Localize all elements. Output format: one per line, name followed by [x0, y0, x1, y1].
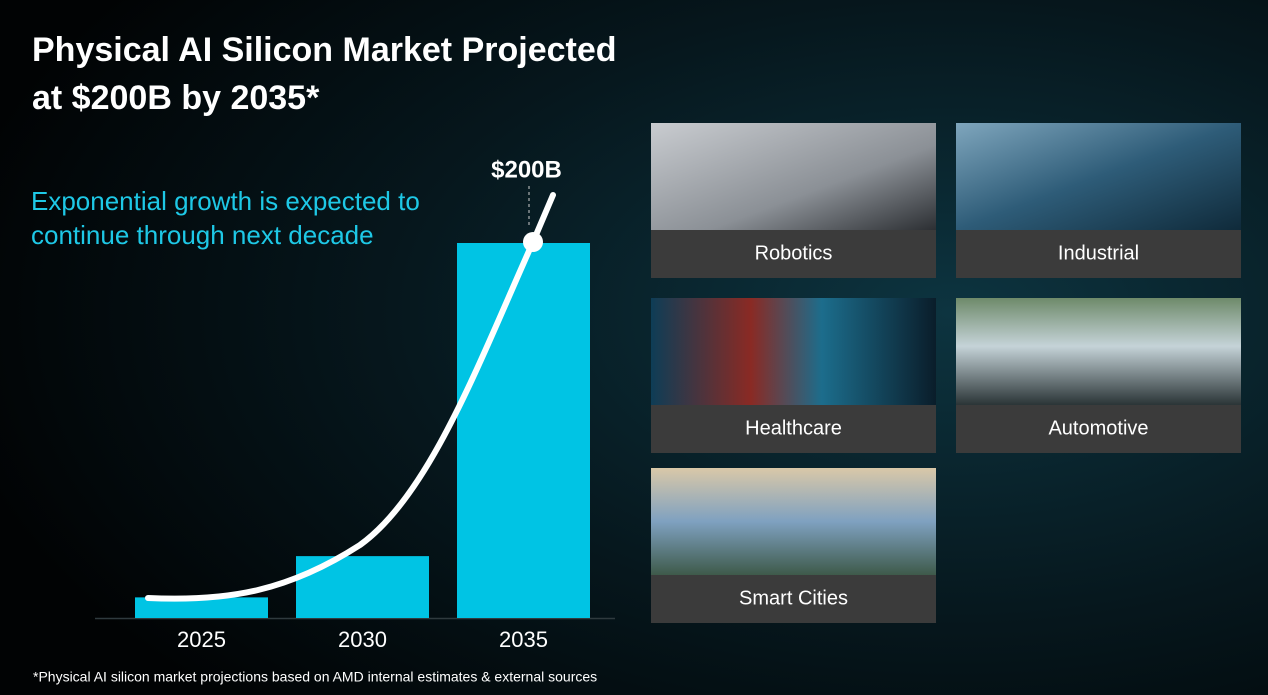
tile-label: Automotive	[1048, 417, 1148, 439]
tile: Industrial	[956, 123, 1241, 278]
title-line: at $200B by 2035*	[32, 79, 320, 117]
subtitle-line: Exponential growth is expected to	[31, 186, 420, 216]
tile-label-band	[956, 230, 1241, 278]
x-tick-label: 2025	[177, 627, 226, 652]
tile: Smart Cities	[651, 468, 936, 623]
x-tick-label: 2035	[499, 627, 548, 652]
tile-label-band	[651, 575, 936, 623]
bar	[457, 243, 590, 618]
bar	[296, 556, 429, 618]
tile-image	[956, 123, 1241, 230]
tile-image	[651, 123, 936, 230]
tile: Robotics	[651, 123, 936, 278]
subtitle: Exponential growth is expected to contin…	[31, 186, 420, 250]
tile: Healthcare	[651, 298, 936, 453]
tile-label-band	[651, 230, 936, 278]
value-label: $200B	[491, 156, 562, 183]
tile-label-band	[956, 405, 1241, 453]
tile-image	[651, 298, 936, 405]
tile-label: Healthcare	[745, 417, 842, 439]
title: Physical AI Silicon Market Projected at …	[32, 31, 617, 117]
footnote: *Physical AI silicon market projections …	[33, 669, 597, 685]
tile-label: Robotics	[755, 242, 833, 264]
tile-label: Smart Cities	[739, 587, 848, 609]
bar	[135, 597, 268, 618]
trend-curve	[145, 192, 556, 602]
tile-label-band	[651, 405, 936, 453]
tile-image	[956, 298, 1241, 405]
title-line: Physical AI Silicon Market Projected	[32, 31, 617, 69]
tile-label: Industrial	[1058, 242, 1139, 264]
tiles: Robotics Industrial Healthcare Automotive Sm…	[651, 123, 1241, 623]
tile: Automotive	[956, 298, 1241, 453]
bars: 2025 2030 2035 $200B	[135, 156, 590, 652]
tile-image	[651, 468, 936, 575]
trend-dot	[523, 232, 543, 252]
subtitle-line: continue through next decade	[31, 220, 374, 250]
x-tick-label: 2030	[338, 627, 387, 652]
